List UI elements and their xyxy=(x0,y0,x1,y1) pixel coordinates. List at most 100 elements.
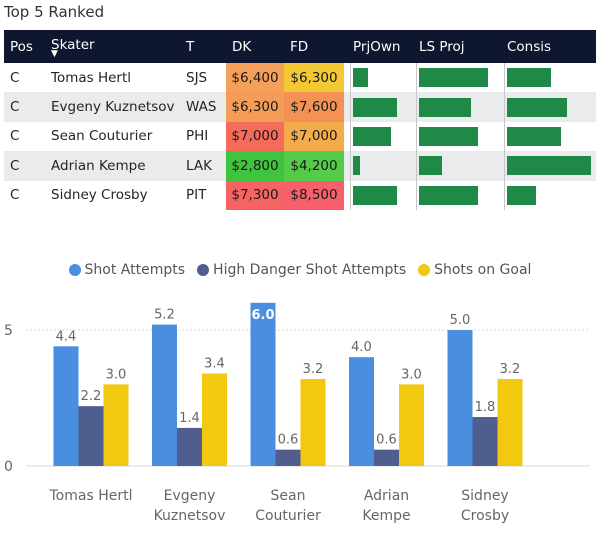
data-label: 0.6 xyxy=(376,433,397,448)
cell-pos: C xyxy=(10,69,20,86)
chart-legend: Shot Attempts High Danger Shot Attempts Sh… xyxy=(0,262,600,278)
cell-team: WAS xyxy=(186,99,217,116)
prjown-data-bar xyxy=(353,68,369,88)
table-row[interactable]: C Sidney Crosby PIT $7,300 $8,500 xyxy=(4,180,596,210)
cell-consis-bar xyxy=(504,180,592,210)
table-row[interactable]: C Adrian Kempe LAK $2,800 $4,200 xyxy=(4,151,596,181)
x-tick-label: Kempe xyxy=(362,508,410,524)
cell-team: LAK xyxy=(186,157,212,174)
cell-dk-salary: $7,000 xyxy=(226,121,284,152)
dk-salary-value: $2,800 xyxy=(226,151,284,181)
data-label: 3.0 xyxy=(401,367,422,382)
cell-prjown-bar xyxy=(350,92,414,122)
lsproj-data-bar xyxy=(419,126,479,146)
cell-dk-salary: $6,400 xyxy=(226,63,284,93)
data-label: 3.0 xyxy=(106,367,127,382)
data-label: 4.0 xyxy=(351,340,372,355)
header-skater[interactable]: Skater ▼ xyxy=(51,30,187,63)
cell-skater: Sidney Crosby xyxy=(51,187,148,204)
consis-data-bar xyxy=(507,68,551,88)
cell-prjown-bar xyxy=(350,121,414,152)
fd-salary-value: $7,000 xyxy=(284,121,344,152)
bar xyxy=(250,302,276,466)
header-ls-proj[interactable]: LS Proj xyxy=(419,38,465,55)
bar xyxy=(374,449,399,466)
cell-consis-bar xyxy=(504,63,592,93)
header-dk[interactable]: DK xyxy=(232,38,252,55)
cell-pos: C xyxy=(10,128,20,145)
bar xyxy=(103,384,129,466)
x-tick-label: Kuznetsov xyxy=(154,508,226,524)
table-row[interactable]: C Sean Couturier PHI $7,000 $7,000 xyxy=(4,121,596,152)
prjown-data-bar xyxy=(353,185,398,205)
cell-team: PIT xyxy=(186,187,207,204)
bar-chart: 0 5 4.4 2.2 3.0 Tomas Hertl 5.2 1.4 3.4 Evgeny Kuz… xyxy=(4,302,590,524)
header-consis[interactable]: Consis xyxy=(507,38,552,55)
cell-fd-salary: $7,000 xyxy=(284,121,344,152)
cell-lsproj-bar xyxy=(416,151,502,181)
data-label: 1.8 xyxy=(475,400,496,415)
bar xyxy=(300,378,326,466)
header-prjown[interactable]: PrjOwn xyxy=(353,38,401,55)
cell-dk-salary: $7,300 xyxy=(226,180,284,210)
data-label: 1.4 xyxy=(179,411,200,426)
legend-label: Shots on Goal xyxy=(434,262,532,278)
bar xyxy=(447,330,473,466)
consis-data-bar xyxy=(507,185,536,205)
lsproj-data-bar xyxy=(419,185,479,205)
bar xyxy=(202,373,227,466)
cell-fd-salary: $4,200 xyxy=(284,151,344,181)
fd-salary-value: $8,500 xyxy=(284,180,344,210)
data-label: 5.0 xyxy=(450,313,471,328)
cell-dk-salary: $2,800 xyxy=(226,151,284,181)
prjown-data-bar xyxy=(353,97,398,117)
data-label: 3.2 xyxy=(500,362,521,377)
x-tick-label: Sean xyxy=(271,488,306,504)
cell-prjown-bar xyxy=(350,63,414,93)
cell-fd-salary: $8,500 xyxy=(284,180,344,210)
table-row[interactable]: C Tomas Hertl SJS $6,400 $6,300 xyxy=(4,63,596,93)
sort-descending-icon[interactable]: ▼ xyxy=(51,49,58,59)
header-fd[interactable]: FD xyxy=(290,38,309,55)
x-tick-label: Adrian xyxy=(364,488,409,504)
legend-item[interactable]: High Danger Shot Attempts xyxy=(197,262,406,278)
data-label: 5.2 xyxy=(154,308,175,323)
cell-pos: C xyxy=(10,187,20,204)
data-label: 3.4 xyxy=(204,357,225,372)
x-tick-label: Tomas Hertl xyxy=(49,488,133,504)
fd-salary-value: $4,200 xyxy=(284,151,344,181)
data-label: 3.2 xyxy=(303,362,324,377)
consis-data-bar xyxy=(507,126,561,146)
fd-salary-value: $7,600 xyxy=(284,92,344,122)
cell-team: PHI xyxy=(186,128,209,145)
lsproj-data-bar xyxy=(419,68,488,88)
cell-dk-salary: $6,300 xyxy=(226,92,284,122)
bar xyxy=(152,324,177,466)
legend-dot-icon xyxy=(68,264,81,276)
legend-dot-icon xyxy=(418,264,431,276)
bar xyxy=(177,427,202,466)
table-body: C Tomas Hertl SJS $6,400 $6,300 C Evgeny Kuzne… xyxy=(4,63,596,210)
cell-lsproj-bar xyxy=(416,121,502,152)
bar xyxy=(349,357,374,466)
cell-skater: Evgeny Kuznetsov xyxy=(51,99,175,116)
cell-prjown-bar xyxy=(350,180,414,210)
prjown-data-bar xyxy=(353,156,360,176)
header-pos[interactable]: Pos xyxy=(10,38,33,55)
legend-item[interactable]: Shot Attempts xyxy=(68,262,185,278)
x-tick-label: Couturier xyxy=(255,508,321,524)
header-skater-label: Skater xyxy=(51,37,95,53)
dk-salary-value: $6,400 xyxy=(226,63,284,93)
header-team[interactable]: T xyxy=(186,38,195,55)
data-label: 0.6 xyxy=(278,433,299,448)
fd-salary-value: $6,300 xyxy=(284,63,344,93)
legend-item[interactable]: Shots on Goal xyxy=(418,262,531,278)
cell-lsproj-bar xyxy=(416,92,502,122)
lsproj-data-bar xyxy=(419,97,471,117)
y-tick-label: 0 xyxy=(4,459,13,475)
x-tick-label: Sidney xyxy=(461,488,508,504)
section-title: Top 5 Ranked xyxy=(4,3,105,21)
table-header-row: Pos Skater ▼ T DK FD PrjOwn LS Proj Cons… xyxy=(4,30,596,63)
table-row[interactable]: C Evgeny Kuznetsov WAS $6,300 $7,600 xyxy=(4,92,596,122)
cell-pos: C xyxy=(10,157,20,174)
